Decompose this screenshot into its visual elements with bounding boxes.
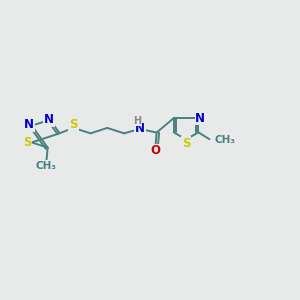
Text: CH₃: CH₃ <box>215 135 236 146</box>
Text: S: S <box>23 136 32 149</box>
Text: N: N <box>135 122 145 135</box>
Text: S: S <box>182 136 190 150</box>
Text: N: N <box>44 113 54 126</box>
Text: H: H <box>134 116 142 126</box>
Text: O: O <box>150 145 161 158</box>
Text: N: N <box>24 118 34 131</box>
Text: CH₃: CH₃ <box>36 161 57 171</box>
Text: N: N <box>195 112 206 124</box>
Text: S: S <box>69 118 78 131</box>
